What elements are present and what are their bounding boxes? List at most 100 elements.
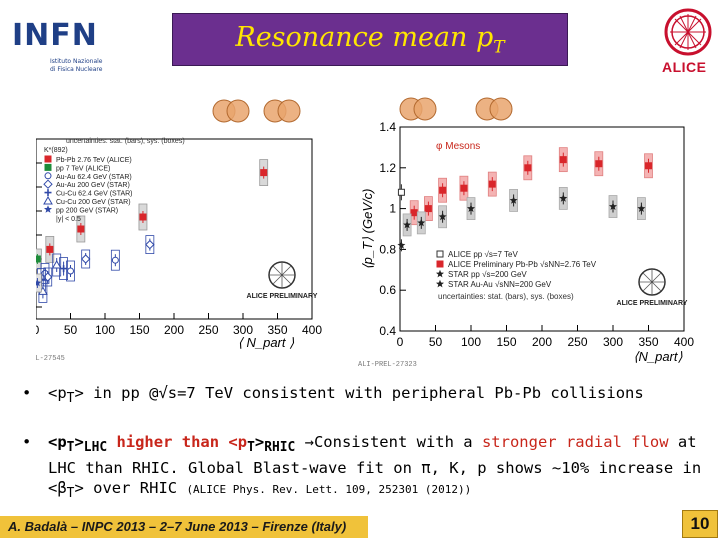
y-tick-label: 0.6 — [379, 283, 396, 297]
data-point — [417, 218, 426, 227]
bullet-text: > — [254, 433, 265, 452]
x-tick-label: 50 — [429, 335, 443, 349]
bullet-item-1: • <pT> in pp @√s=7 TeV consistent with p… — [22, 383, 712, 409]
bullet-text: > in pp @√s=7 TeV consistent with periph… — [74, 384, 644, 402]
alice-badge-icon — [269, 262, 295, 288]
legend-marker — [44, 189, 52, 197]
data-point — [60, 265, 68, 273]
data-point — [609, 202, 617, 210]
bullet-highlight: stronger radial flow — [481, 433, 669, 452]
bullet-subscript: T — [66, 440, 75, 456]
bullet-dot: • — [22, 433, 32, 452]
y-tick-label: 1 — [389, 202, 396, 216]
legend-header: uncertainties: stat. (bars), sys. (boxes… — [66, 138, 185, 145]
x-tick-label: 350 — [267, 323, 287, 337]
data-point — [80, 254, 91, 264]
x-tick-label: 200 — [532, 335, 552, 349]
data-point — [36, 278, 42, 287]
x-tick-label: 200 — [164, 323, 184, 337]
x-tick-label: 250 — [567, 335, 587, 349]
sys-error-box — [59, 257, 69, 281]
legend-entry: Cu-Cu 200 GeV (STAR) — [56, 199, 131, 206]
legend-entry: Pb-Pb 2.76 TeV (ALICE) — [56, 157, 132, 164]
chart-right-svg: 0 50 100 150 200 250 300 350 400 0.4 0.6 0.8 1 1.2 1.4… — [358, 97, 694, 369]
bullet-dot: • — [22, 384, 32, 402]
infn-logo-subtitle: Istituto Nazionale di Fisica Nucleare — [50, 58, 103, 74]
legend-entry: pp 200 GeV (STAR) — [56, 207, 118, 214]
x-tick-label: 250 — [198, 323, 218, 337]
x-tick-label: 100 — [461, 335, 481, 349]
x-tick-label: 0 — [397, 335, 404, 349]
data-point — [410, 209, 418, 217]
data-point — [46, 245, 54, 253]
bullet-text: →Consistent with a — [295, 433, 482, 452]
data-point — [145, 239, 155, 250]
data-point — [424, 205, 432, 213]
legend-entry: ALICE Preliminary Pb-Pb √sNN=2.76 TeV — [448, 260, 597, 269]
infn-logo-line1: Istituto Nazionale — [50, 58, 103, 65]
footer-bar: A. Badalà – INPC 2013 – 2–7 June 2013 – … — [0, 516, 368, 538]
page-number: 10 — [690, 514, 710, 533]
data-point — [43, 272, 53, 282]
x-axis-label: ⟨N_part⟩ — [633, 349, 682, 364]
legend-cut: |y| < 0.5 — [56, 216, 81, 223]
bullet-text: > — [74, 433, 84, 452]
infn-logo: INFN Istituto Nazionale di Fisica Nuclea… — [6, 18, 116, 88]
chart-left-svg: 0501001502002503003504000.60.81.01.21.41… — [36, 99, 322, 362]
bullet-text: at LHC than RHIC. Global Blast-wave fit … — [48, 433, 702, 498]
data-point — [559, 156, 567, 164]
bullet-highlight: higher than <p — [107, 433, 248, 452]
collision-overlap-icon — [277, 99, 301, 123]
footer-text: A. Badalà – INPC 2013 – 2–7 June 2013 – … — [8, 519, 347, 534]
data-point — [67, 267, 74, 275]
bullet-list: • <pT> in pp @√s=7 TeV consistent with p… — [22, 383, 712, 504]
sys-error-box — [110, 249, 120, 271]
slide-title: Resonance mean pT — [235, 22, 505, 58]
data-point — [397, 188, 405, 196]
bullet-subscript: RHIC — [264, 440, 296, 456]
y-tick-label: 0.8 — [379, 242, 396, 256]
page-number-box: 10 — [682, 510, 718, 538]
legend-particle: K*(892) — [44, 147, 68, 154]
bullet-text: > over RHIC — [74, 479, 187, 498]
legend-entry: Cu-Cu 62.4 GeV (STAR) — [56, 191, 133, 198]
x-tick-label: 150 — [129, 323, 149, 337]
x-tick-label: 300 — [603, 335, 623, 349]
legend-marker — [44, 172, 52, 180]
slide-title-box: Resonance mean pT — [172, 13, 568, 66]
chart-left: 0501001502002503003504000.60.81.01.21.41… — [36, 97, 346, 362]
x-tick-label: 400 — [302, 323, 322, 337]
legend-footer: uncertainties: stat. (bars), sys. (boxes… — [438, 292, 574, 301]
y-tick-label: 1.2 — [379, 161, 396, 175]
legend-marker — [44, 155, 52, 163]
data-point — [397, 241, 406, 249]
alice-logo-icon — [664, 8, 712, 56]
x-axis-label: ⟨ N_part ⟩ — [238, 335, 294, 350]
figure-id: ALI-PREL-27545 — [36, 355, 65, 362]
data-point — [51, 259, 62, 269]
x-tick-label: 100 — [95, 323, 115, 337]
x-tick-label: 300 — [233, 323, 253, 337]
bullet-text: <p — [48, 433, 67, 452]
y-tick-label: 1.4 — [379, 120, 396, 134]
collision-overlap-icon — [226, 99, 250, 123]
sys-error-box — [40, 262, 50, 284]
x-tick-label: 350 — [638, 335, 658, 349]
bullet-subscript: T — [66, 391, 75, 407]
bullet-subscript: T — [66, 486, 75, 502]
sys-error-box — [52, 253, 62, 277]
data-point — [77, 225, 85, 233]
infn-logo-word: INFN — [12, 18, 98, 53]
legend-marker — [436, 269, 444, 278]
legend-entry: Au-Au 200 GeV (STAR) — [56, 182, 130, 189]
legend-marker — [44, 205, 52, 213]
y-tick-label: 0.4 — [379, 324, 396, 338]
data-point — [36, 255, 41, 263]
x-tick-label: 400 — [674, 335, 694, 349]
sys-error-box — [66, 260, 75, 282]
legend-marker — [43, 195, 53, 205]
alice-badge-label: ALICE PRELIMINARY — [617, 300, 688, 307]
data-point — [260, 169, 268, 177]
data-point — [467, 204, 475, 212]
collision-overlap-icon — [413, 97, 437, 121]
